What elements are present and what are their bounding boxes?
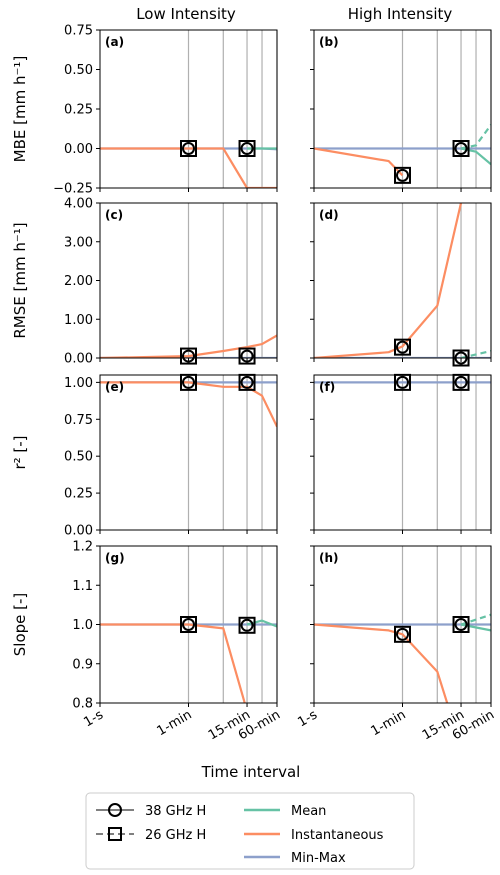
marker-square (180, 347, 197, 365)
y-tick-label: 1.2 (72, 540, 93, 555)
marker-circle (240, 142, 254, 155)
panel-label: (f) (319, 380, 335, 394)
legend: 38 GHz H 26 GHz H Mean Instantaneous Min… (85, 792, 415, 870)
y-tick-label: 0.50 (64, 63, 93, 78)
panel-f: (f) (310, 373, 492, 534)
y-tick-label: 0.25 (64, 103, 93, 118)
y-axis-label: Slope [-] (11, 593, 29, 657)
panel-a: −0.25 0.00 0.25 0.50 0.75 (a) MBE [mm h⁻¹] (11, 24, 278, 197)
panel-label: (d) (319, 208, 339, 222)
x-tick-label: 1-s (295, 707, 320, 730)
marker-circle (396, 627, 409, 641)
y-tick-label: 1.00 (64, 313, 93, 328)
panel-label: (e) (105, 380, 124, 394)
y-tick-label: 4.00 (64, 197, 93, 212)
panel-label: (g) (105, 551, 125, 565)
y-axis-label: r² [-] (11, 435, 29, 469)
marker-circle (182, 375, 195, 389)
marker-circle (454, 375, 468, 389)
y-tick-label: 3.00 (64, 235, 93, 250)
marker-square (394, 338, 411, 356)
legend-circle-icon (108, 803, 122, 817)
col-title-low: Low Intensity (136, 5, 236, 23)
marker-circle (396, 375, 409, 389)
series-instantaneous-line (314, 623, 449, 703)
y-tick-label: 1.0 (72, 618, 93, 633)
marker-circle (182, 142, 195, 155)
x-tick-label: 1-min (369, 707, 409, 739)
panel-label: (c) (105, 208, 123, 222)
marker-square (394, 625, 411, 643)
panel-label: (b) (319, 35, 339, 49)
panel-d: (d) (310, 202, 492, 367)
y-tick-label: 2.00 (64, 274, 93, 289)
y-tick-label: 0.25 (64, 487, 93, 502)
y-tick-label: 0.9 (72, 657, 93, 672)
marker-circle (396, 340, 409, 354)
legend-square-icon (108, 827, 122, 841)
col-title-high: High Intensity (348, 5, 453, 23)
x-axis-label: Time interval (201, 763, 301, 781)
y-tick-label: 1.00 (64, 376, 93, 391)
x-tick-label: 1-min (155, 707, 195, 739)
y-tick-label: 0.00 (64, 352, 93, 367)
marker-square (452, 616, 470, 633)
y-tick-label: 0.00 (64, 142, 93, 157)
marker-circle (454, 618, 468, 631)
y-axis-label: RMSE [mm h⁻¹] (11, 222, 29, 338)
panel-label: (h) (319, 551, 339, 565)
y-axis-label: MBE [mm h⁻¹] (11, 56, 29, 163)
y-tick-label: 0.00 (64, 524, 93, 539)
panel-e: 0.00 0.25 0.50 0.75 1.00 (e) r² [-] (11, 373, 278, 539)
marker-circle (454, 142, 468, 155)
marker-circle (240, 618, 254, 632)
marker-circle (396, 168, 409, 182)
panel-b: (b) (310, 29, 492, 192)
legend-label-mean: Mean (291, 804, 326, 819)
marker-square (394, 166, 411, 184)
legend-box (85, 792, 415, 870)
marker-square (180, 616, 197, 633)
series-group (100, 334, 277, 358)
marker-circle (240, 375, 254, 389)
marker-square (180, 140, 197, 157)
series-instantaneous-line (100, 147, 277, 188)
series-instantaneous-line (100, 623, 246, 703)
legend-label-38ghz: 38 GHz H (145, 804, 206, 819)
series-instantaneous-line (100, 334, 277, 358)
marker-square (238, 616, 256, 634)
y-tick-label: 0.8 (72, 697, 93, 712)
marker-square (238, 347, 256, 365)
panel-c: 0.00 1.00 2.00 3.00 4.00 (c) RMSE [mm h⁻¹] (11, 197, 278, 367)
panel-label: (a) (105, 35, 124, 49)
legend-label-26ghz: 26 GHz H (145, 828, 206, 843)
y-tick-label: −0.25 (53, 182, 93, 197)
marker-square (238, 140, 256, 157)
y-tick-label: 0.75 (64, 24, 93, 39)
marker-circle (182, 618, 195, 631)
series-instantaneous-line (314, 147, 404, 177)
legend-label-instantaneous: Instantaneous (291, 828, 384, 843)
panel-g: 0.80.91.01.11.21-s 1-min 15-min60-min(g)Sl… (11, 540, 283, 744)
y-tick-label: 0.75 (64, 413, 93, 428)
series-instantaneous-line (314, 203, 463, 358)
y-tick-label: 0.50 (64, 450, 93, 465)
series-instantaneous-line (100, 381, 277, 428)
series-group (100, 381, 277, 428)
legend-label-minmax: Min-Max (291, 851, 346, 866)
marker-square (452, 140, 470, 157)
y-tick-label: 1.1 (72, 579, 93, 594)
